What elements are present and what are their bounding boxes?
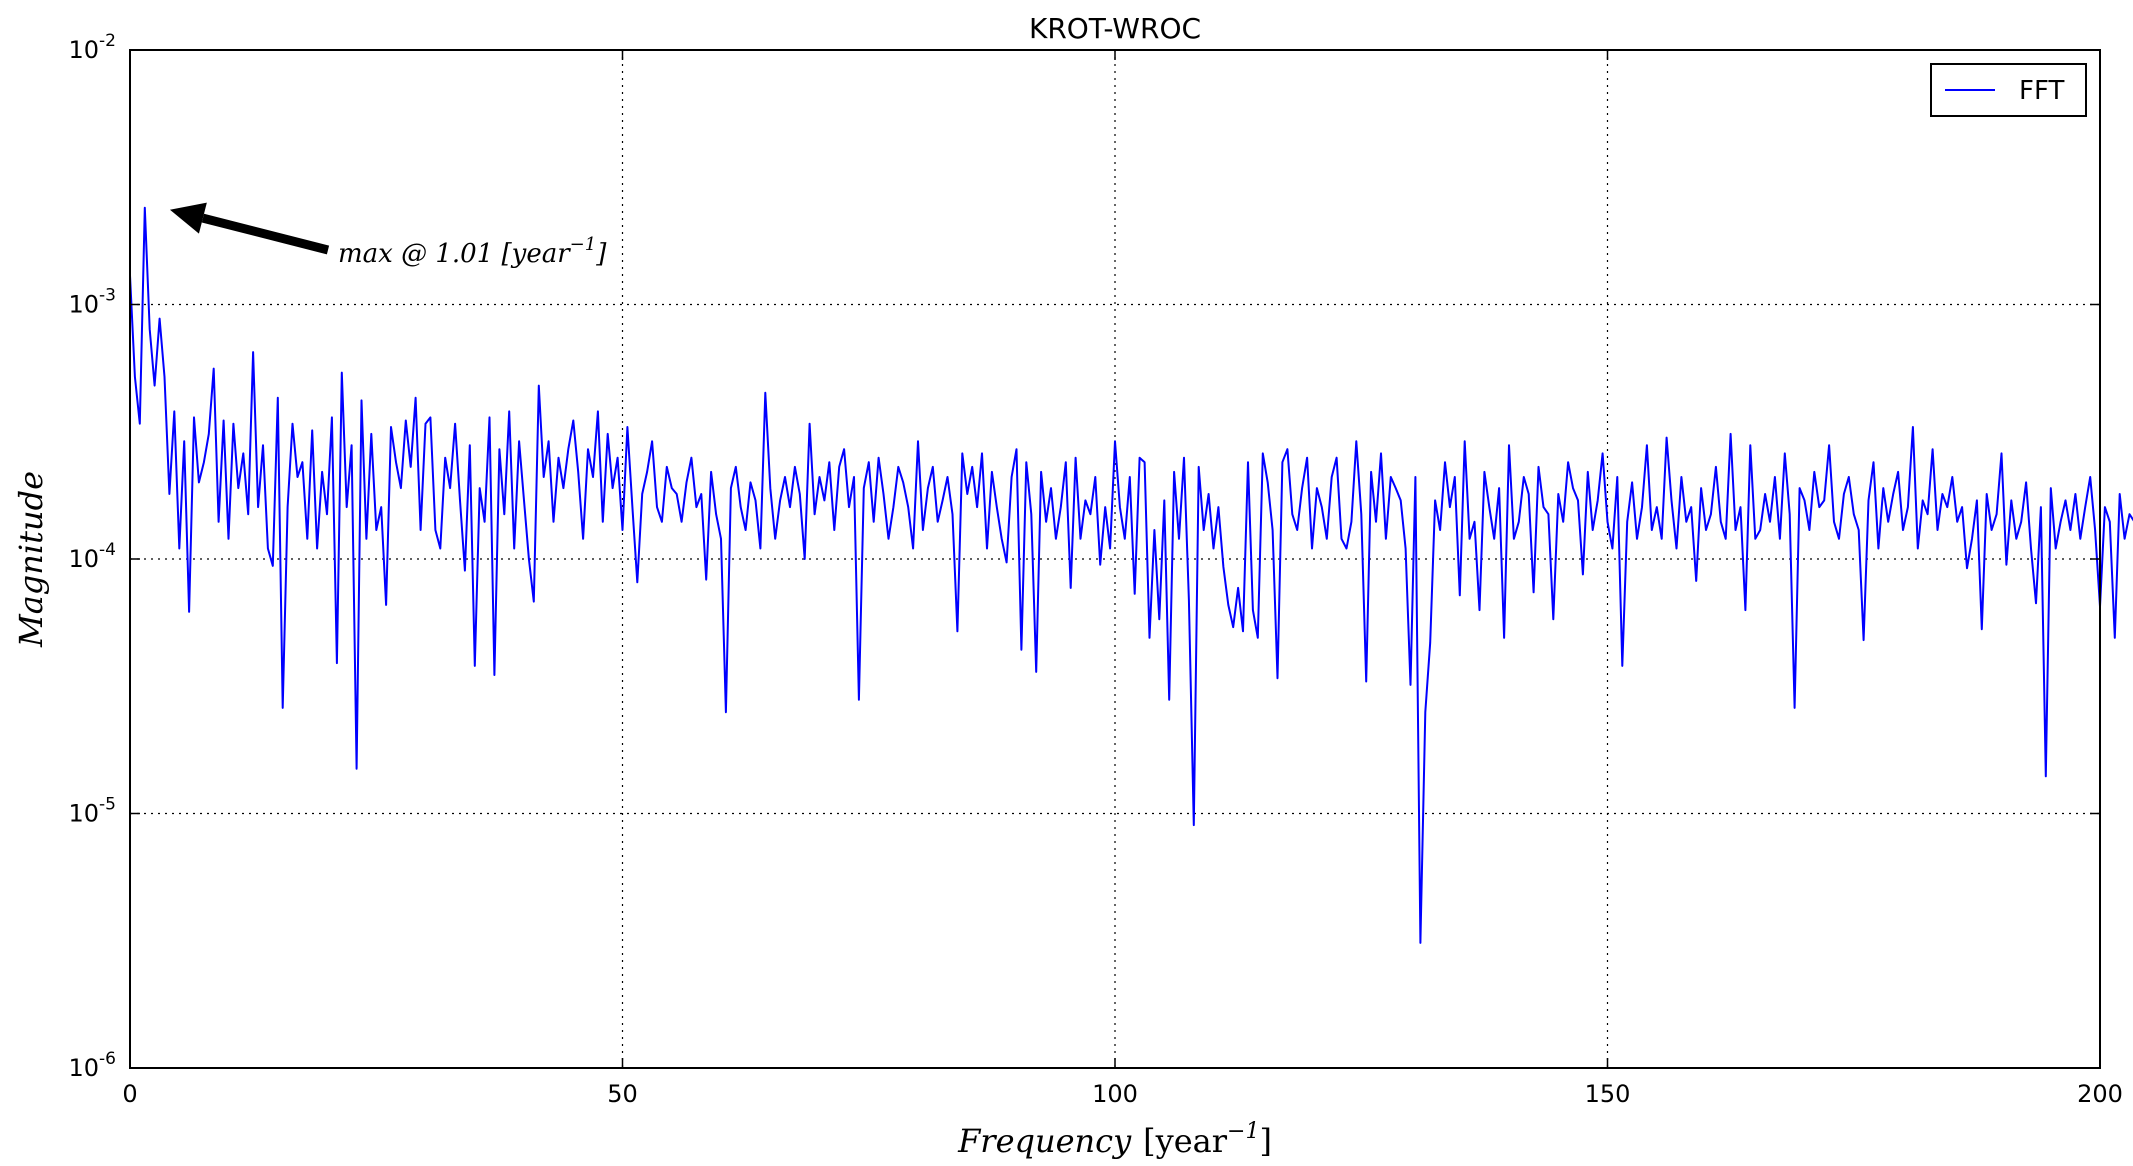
series-layer [129,206,2133,944]
chart-title: KROT-WROC [1029,12,1201,45]
y-tick-base: 10 [69,291,100,319]
series-line-fft [129,206,2133,944]
annotation-exp: −1 [570,234,597,255]
x-tick-label: 50 [607,1080,638,1108]
y-tick-label: 10-2 [69,31,117,64]
y-tick-label: 10-6 [69,1049,117,1082]
y-tick-base: 10 [69,36,100,64]
y-tick-exp: -2 [99,31,116,51]
y-tick-base: 10 [69,545,100,573]
x-tick-label: 100 [1092,1080,1138,1108]
grid [130,50,2100,1068]
x-tick-label: 150 [1585,1080,1631,1108]
x-tick-label: 0 [122,1080,137,1108]
legend: FFT [1930,63,2087,117]
max-annotation: max @ 1.01 [year−1] [169,202,607,269]
x-axis-unit-exp: −1 [1227,1119,1259,1144]
y-tick-exp: -3 [99,286,116,306]
annotation-arrow-head [169,202,207,234]
y-tick-base: 10 [69,1054,100,1082]
y-tick-label: 10-3 [69,286,117,319]
annotation-close: ] [595,239,607,269]
legend-label-fft: FFT [2019,76,2064,106]
x-axis-label-text: Frequency [957,1122,1132,1160]
annotation-arrow-shaft [201,213,330,255]
y-tick-label: 10-5 [69,795,117,828]
x-axis-unit: [year [1143,1122,1228,1160]
annotation-label: max @ 1.01 [year [338,239,571,269]
x-axis-label: Frequency [year−1] [957,1119,1272,1160]
y-tick-base: 10 [69,800,100,828]
y-tick-exp: -4 [99,540,116,560]
y-tick-exp: -5 [99,795,116,815]
x-tick-label: 200 [2077,1080,2123,1108]
y-tick-exp: -6 [99,1049,116,1069]
y-axis-label: Magnitude [12,471,50,648]
x-axis-unit-close: ] [1259,1122,1271,1160]
y-tick-label: 10-4 [69,540,117,573]
annotation-text: max @ 1.01 [year−1] [338,234,607,269]
